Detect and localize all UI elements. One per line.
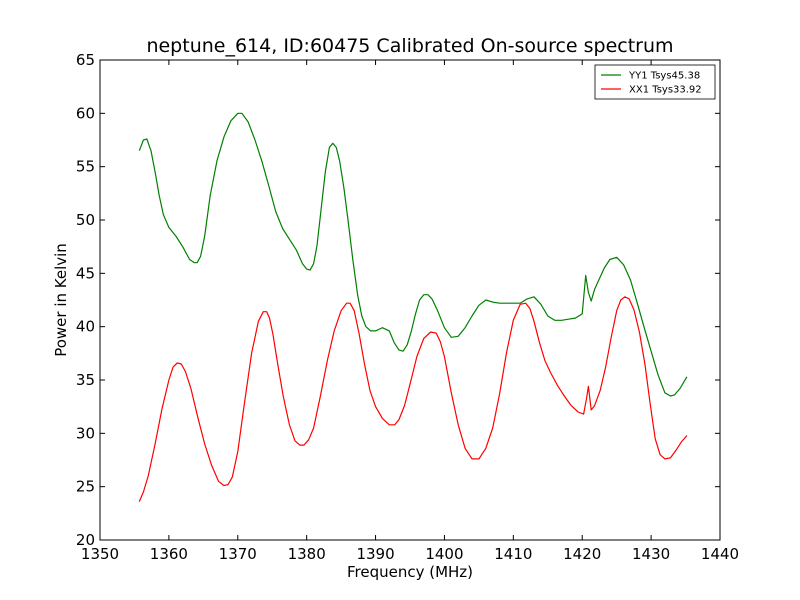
y-axis-label: Power in Kelvin	[52, 243, 70, 357]
y-tick-label: 30	[76, 424, 95, 442]
x-tick-label: 1390	[356, 545, 394, 563]
plot-background	[100, 60, 720, 540]
x-tick-label: 1370	[219, 545, 257, 563]
x-axis-ticks: 1350 1360 1370 1380 1390 1400 1410 1420 1430 1440	[81, 60, 739, 563]
chart-title: neptune_614, ID:60475 Calibrated On-sour…	[146, 35, 673, 57]
y-tick-label: 60	[76, 104, 95, 122]
y-tick-label: 20	[76, 531, 95, 549]
y-tick-label: 40	[76, 318, 95, 336]
series-line-xx1	[138, 296, 688, 502]
y-tick-label: 45	[76, 264, 95, 282]
legend-box	[594, 64, 716, 100]
legend-label: XX1 Tsys33.92	[629, 85, 702, 96]
x-axis-label: Frequency (MHz)	[347, 563, 473, 581]
series-line-yy1	[138, 112, 688, 397]
x-tick-label: 1440	[701, 545, 739, 563]
y-tick-label: 65	[76, 51, 95, 69]
x-tick-label: 1430	[632, 545, 670, 563]
y-tick-label: 25	[76, 478, 95, 496]
x-tick-label: 1420	[563, 545, 601, 563]
y-tick-label: 55	[76, 158, 95, 176]
series-layer	[138, 112, 688, 502]
y-axis-ticks: 20 25 30 35 40 45 50 55 60 65	[76, 51, 720, 549]
x-tick-label: 1410	[494, 545, 532, 563]
y-tick-label: 50	[76, 211, 95, 229]
y-tick-label: 35	[76, 371, 95, 389]
plot-frame	[99, 59, 721, 541]
plot-area	[99, 59, 721, 541]
legend-label: YY1 Tsys45.38	[628, 71, 700, 82]
legend: YY1 Tsys45.38 XX1 Tsys33.92	[594, 64, 716, 100]
x-tick-label: 1350	[81, 545, 119, 563]
x-tick-label: 1360	[150, 545, 188, 563]
x-tick-label: 1400	[425, 545, 463, 563]
x-tick-label: 1380	[288, 545, 326, 563]
